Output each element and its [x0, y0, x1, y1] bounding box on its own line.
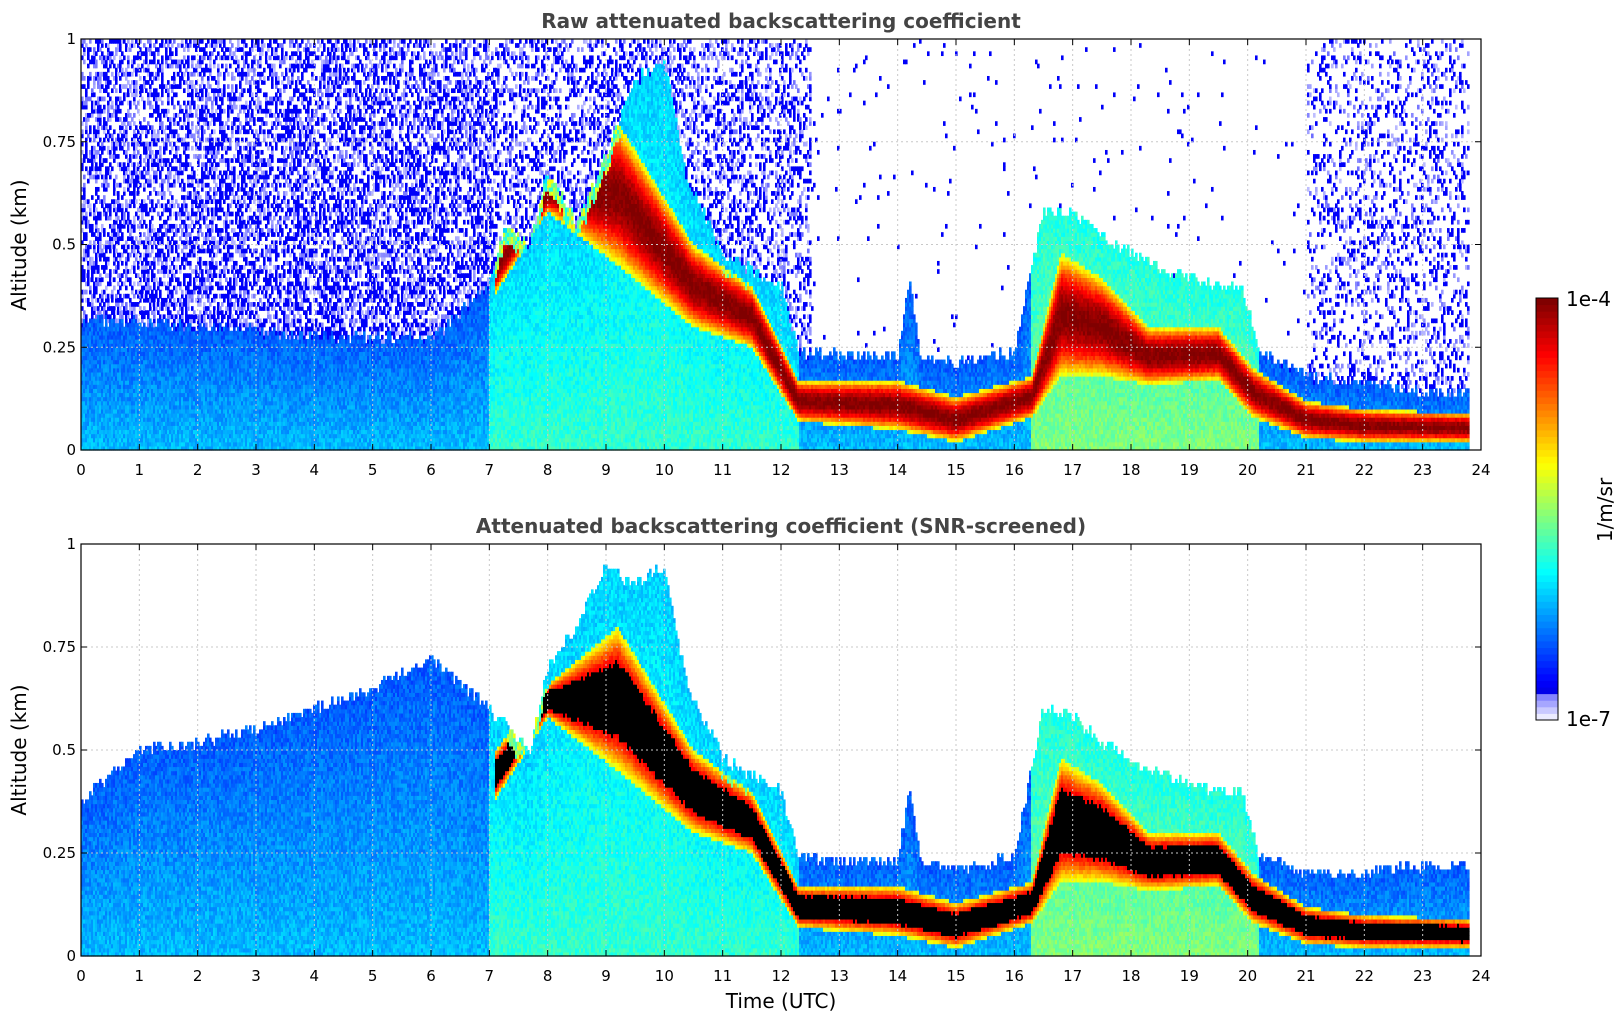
heatmap-cell [91, 113, 94, 118]
heatmap-cell [87, 199, 90, 204]
heatmap-cell [83, 183, 86, 188]
heatmap-cell [87, 55, 90, 60]
heatmap-cell [85, 314, 88, 319]
heatmap-cell [91, 88, 94, 93]
heatmap-cell [91, 224, 94, 229]
heatmap-cell [89, 290, 92, 295]
heatmap-cell [85, 105, 88, 110]
heatmap-cell [91, 162, 94, 167]
heatmap-cell [93, 240, 96, 245]
heatmap-cell [87, 117, 90, 122]
heatmap-cell [87, 80, 90, 85]
heatmap-cell [83, 208, 86, 213]
heatmap-cell [93, 310, 96, 315]
heatmap-cell [93, 232, 96, 237]
heatmap-cell [85, 166, 88, 171]
heatmap-cell [83, 39, 86, 44]
heatmap-cell [85, 125, 88, 130]
heatmap-cell [89, 286, 92, 291]
heatmap-cell [85, 101, 88, 106]
heatmap-cell [91, 273, 94, 278]
heatmap-cell [83, 187, 86, 192]
heatmap-cell [85, 150, 88, 155]
heatmap-cell [83, 60, 86, 65]
heatmap-cell [85, 216, 88, 221]
heatmap-cell [85, 232, 88, 237]
heatmap-cell [91, 228, 94, 233]
heatmap-cell [89, 47, 92, 52]
heatmap-cell [89, 129, 92, 134]
heatmap-cell [93, 203, 96, 208]
heatmap-cell [89, 76, 92, 81]
heatmap-cell [87, 269, 90, 274]
heatmap-cell [85, 43, 88, 48]
heatmap-cell [87, 249, 90, 254]
heatmap-cell [91, 277, 94, 282]
heatmap-cell [85, 212, 88, 217]
heatmap-cell [83, 269, 86, 274]
heatmap-cell [89, 245, 92, 250]
heatmap-cell [83, 277, 86, 282]
raw-panel-title: Raw attenuated backscattering coefficien… [541, 9, 1021, 33]
heatmap-cell [83, 47, 86, 52]
heatmap-cell [89, 171, 92, 176]
heatmap-cell [89, 203, 92, 208]
heatmap-cell [87, 64, 90, 69]
heatmap-cell [91, 302, 94, 307]
heatmap-cell [85, 154, 88, 159]
heatmap-cell [83, 195, 86, 200]
heatmap-cell [91, 257, 94, 262]
heatmap-cell [85, 318, 88, 323]
heatmap-cell [89, 72, 92, 77]
heatmap-cell [85, 129, 88, 134]
heatmap-cell [87, 220, 90, 225]
heatmap-cell [93, 249, 96, 254]
heatmap-cell [85, 146, 88, 151]
heatmap-cell [83, 191, 86, 196]
heatmap-cell [85, 88, 88, 93]
heatmap-cell [83, 310, 86, 315]
heatmap-cell [87, 84, 90, 89]
heatmap-cell [85, 257, 88, 262]
heatmap-cell [87, 281, 90, 286]
heatmap-cell [83, 84, 86, 89]
heatmap-cell [83, 203, 86, 208]
heatmap-cell [87, 179, 90, 184]
heatmap-cell [85, 290, 88, 295]
heatmap-cell [85, 236, 88, 241]
heatmap-cell [83, 175, 86, 180]
heatmap-cell [85, 121, 88, 126]
heatmap-cell [91, 314, 94, 319]
heatmap-cell [85, 142, 88, 147]
raw-backscatter-panel: Raw attenuated backscattering coefficien… [7, 9, 1491, 479]
heatmap-cell [89, 97, 92, 102]
heatmap-cell [89, 212, 92, 217]
heatmap-cell [91, 298, 94, 303]
heatmap-cell [87, 134, 90, 139]
heatmap-cell [89, 39, 92, 44]
heatmap-cell [91, 195, 94, 200]
heatmap-cell [89, 125, 92, 130]
heatmap-cell [83, 76, 86, 81]
heatmap-cell [93, 245, 96, 250]
heatmap-cell [83, 51, 86, 56]
heatmap-cell [87, 253, 90, 258]
heatmap-cell [85, 92, 88, 97]
heatmap-cell [93, 294, 96, 299]
heatmap-cell [83, 158, 86, 163]
heatmap-cell [93, 212, 96, 217]
heatmap-cell [89, 208, 92, 213]
figure: Raw attenuated backscattering coefficien… [0, 0, 1621, 1020]
heatmap-cell [87, 298, 90, 303]
heatmap-cell [87, 273, 90, 278]
heatmap-cell [87, 51, 90, 56]
